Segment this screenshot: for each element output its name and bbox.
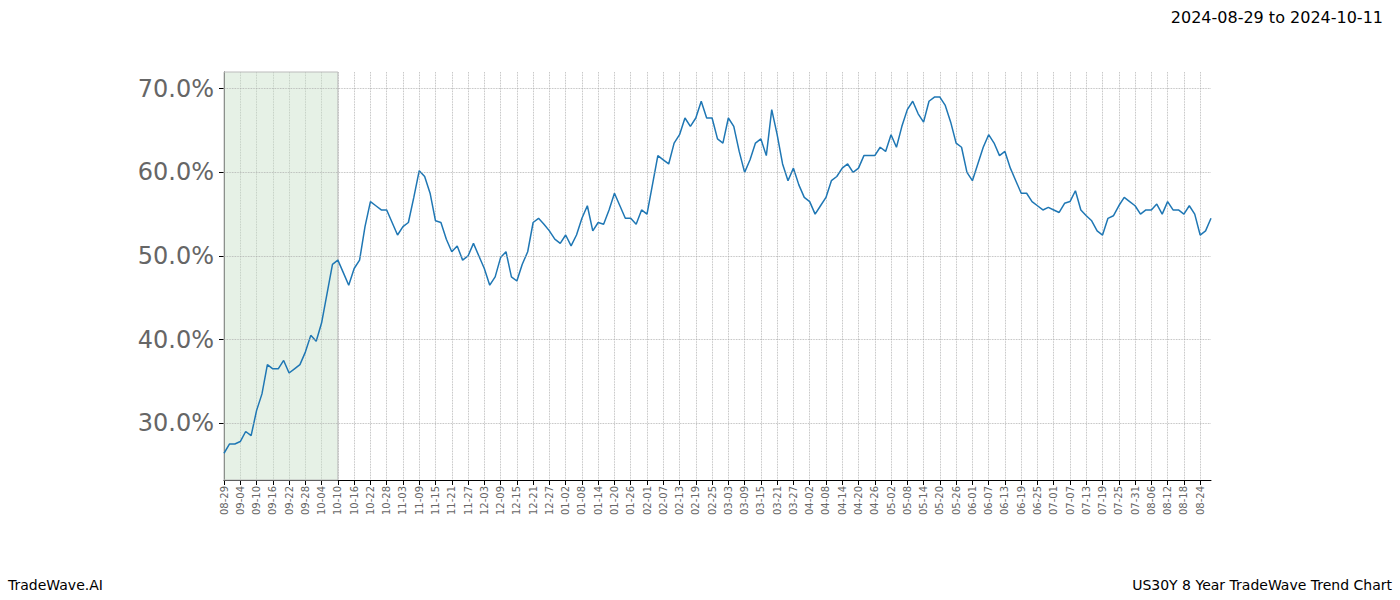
svg-text:01-02: 01-02: [560, 486, 571, 515]
svg-text:09-16: 09-16: [267, 486, 278, 515]
svg-text:11-21: 11-21: [446, 486, 457, 515]
svg-text:06-01: 06-01: [967, 486, 978, 515]
svg-text:11-09: 11-09: [414, 486, 425, 515]
svg-text:02-25: 02-25: [707, 486, 718, 515]
svg-text:08-29: 08-29: [219, 486, 230, 515]
svg-text:09-04: 09-04: [235, 486, 246, 515]
svg-text:05-26: 05-26: [951, 486, 962, 515]
svg-text:70.0%: 70.0%: [138, 75, 214, 103]
svg-text:01-08: 01-08: [576, 486, 587, 515]
svg-text:12-03: 12-03: [479, 486, 490, 515]
svg-text:07-13: 07-13: [1081, 486, 1092, 515]
svg-text:12-21: 12-21: [528, 486, 539, 515]
svg-text:03-27: 03-27: [788, 486, 799, 515]
svg-text:12-27: 12-27: [544, 486, 555, 515]
svg-text:10-04: 10-04: [316, 486, 327, 515]
svg-text:09-10: 09-10: [251, 486, 262, 515]
svg-text:08-06: 08-06: [1146, 486, 1157, 515]
svg-text:03-03: 03-03: [723, 486, 734, 515]
svg-text:04-08: 04-08: [820, 486, 831, 515]
svg-text:01-14: 01-14: [593, 486, 604, 515]
svg-text:10-22: 10-22: [365, 486, 376, 515]
svg-text:04-20: 04-20: [853, 486, 864, 515]
svg-text:02-07: 02-07: [658, 486, 669, 515]
svg-text:04-02: 04-02: [804, 486, 815, 515]
svg-text:02-01: 02-01: [642, 486, 653, 515]
svg-text:11-15: 11-15: [430, 486, 441, 515]
svg-text:06-07: 06-07: [983, 486, 994, 515]
svg-text:30.0%: 30.0%: [138, 409, 214, 437]
svg-text:05-08: 05-08: [902, 486, 913, 515]
svg-text:08-12: 08-12: [1162, 486, 1173, 515]
svg-text:01-26: 01-26: [625, 486, 636, 515]
svg-text:07-01: 07-01: [1048, 486, 1059, 515]
svg-text:50.0%: 50.0%: [138, 242, 214, 270]
svg-text:04-14: 04-14: [837, 486, 848, 515]
svg-text:03-21: 03-21: [772, 486, 783, 515]
svg-text:09-22: 09-22: [284, 486, 295, 515]
svg-text:12-15: 12-15: [511, 486, 522, 515]
svg-text:09-28: 09-28: [300, 486, 311, 515]
svg-text:07-31: 07-31: [1130, 486, 1141, 515]
svg-text:05-14: 05-14: [918, 486, 929, 515]
svg-text:08-18: 08-18: [1178, 486, 1189, 515]
svg-text:03-15: 03-15: [755, 486, 766, 515]
svg-text:02-19: 02-19: [690, 486, 701, 515]
svg-text:11-27: 11-27: [463, 486, 474, 515]
svg-text:10-28: 10-28: [381, 486, 392, 515]
svg-text:05-02: 05-02: [886, 486, 897, 515]
svg-text:US30Y 8 Year TradeWave Trend C: US30Y 8 Year TradeWave Trend Chart: [1132, 577, 1392, 593]
svg-text:06-19: 06-19: [1016, 486, 1027, 515]
svg-text:10-10: 10-10: [332, 486, 343, 515]
svg-text:11-03: 11-03: [397, 486, 408, 515]
svg-text:06-13: 06-13: [999, 486, 1010, 515]
svg-text:05-20: 05-20: [934, 486, 945, 515]
svg-text:02-13: 02-13: [674, 486, 685, 515]
svg-text:40.0%: 40.0%: [138, 326, 214, 354]
svg-text:07-07: 07-07: [1065, 486, 1076, 515]
svg-text:03-09: 03-09: [739, 486, 750, 515]
svg-text:10-16: 10-16: [349, 486, 360, 515]
svg-text:07-25: 07-25: [1113, 486, 1124, 515]
svg-text:04-26: 04-26: [869, 486, 880, 515]
svg-text:12-09: 12-09: [495, 486, 506, 515]
svg-text:06-25: 06-25: [1032, 486, 1043, 515]
svg-text:08-24: 08-24: [1195, 486, 1206, 515]
svg-text:01-20: 01-20: [609, 486, 620, 515]
svg-text:TradeWave.AI: TradeWave.AI: [7, 577, 103, 593]
svg-text:60.0%: 60.0%: [138, 158, 214, 186]
svg-text:2024-08-29 to 2024-10-11: 2024-08-29 to 2024-10-11: [1171, 8, 1383, 27]
svg-text:07-19: 07-19: [1097, 486, 1108, 515]
